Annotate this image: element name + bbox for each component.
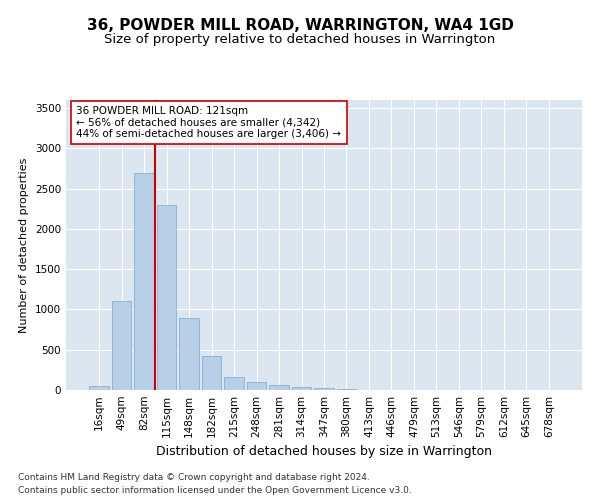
Bar: [314, 388, 334, 390]
Text: 36, POWDER MILL ROAD, WARRINGTON, WA4 1GD: 36, POWDER MILL ROAD, WARRINGTON, WA4 1G…: [86, 18, 514, 32]
Bar: [134, 172, 154, 390]
Bar: [179, 318, 199, 390]
Bar: [202, 356, 221, 390]
Bar: [337, 389, 356, 390]
Bar: [224, 376, 244, 390]
Bar: [269, 385, 289, 390]
Y-axis label: Number of detached properties: Number of detached properties: [19, 158, 29, 332]
Bar: [89, 386, 109, 390]
Text: Contains public sector information licensed under the Open Government Licence v3: Contains public sector information licen…: [18, 486, 412, 495]
Text: Size of property relative to detached houses in Warrington: Size of property relative to detached ho…: [104, 32, 496, 46]
Text: Contains HM Land Registry data © Crown copyright and database right 2024.: Contains HM Land Registry data © Crown c…: [18, 474, 370, 482]
Bar: [157, 204, 176, 390]
Bar: [292, 387, 311, 390]
X-axis label: Distribution of detached houses by size in Warrington: Distribution of detached houses by size …: [156, 446, 492, 458]
Bar: [112, 302, 131, 390]
Bar: [247, 382, 266, 390]
Text: 36 POWDER MILL ROAD: 121sqm
← 56% of detached houses are smaller (4,342)
44% of : 36 POWDER MILL ROAD: 121sqm ← 56% of det…: [76, 106, 341, 139]
